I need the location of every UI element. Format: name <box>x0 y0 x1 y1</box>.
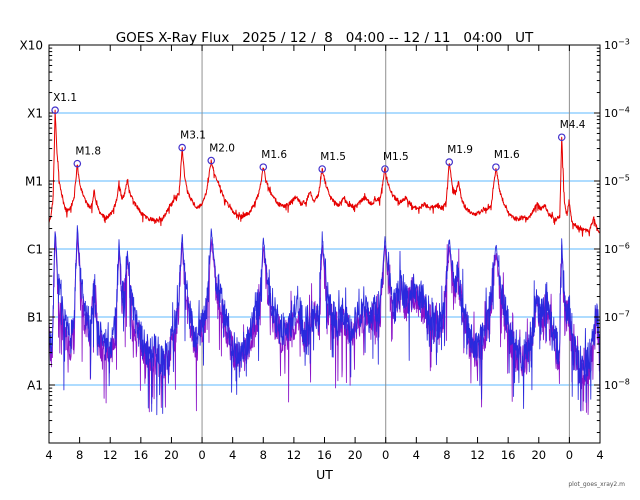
series-xray-long-0.1-0.8nm <box>49 109 600 237</box>
data-series <box>49 109 600 416</box>
flare-marker <box>51 106 59 114</box>
x-tick-label: 12 <box>470 448 485 462</box>
grid-lines <box>49 45 600 443</box>
left-axis-label: B1 <box>27 311 43 325</box>
flare-marker <box>381 165 389 173</box>
flare-label: M2.0 <box>209 143 235 155</box>
x-tick-label: 8 <box>443 448 450 462</box>
x-tick-label: 16 <box>134 448 149 462</box>
flare-label: M1.9 <box>447 144 473 156</box>
right-axis-label: 10−3 <box>604 38 630 53</box>
flare-marker <box>445 158 454 166</box>
right-axis-label: 10−5 <box>604 174 630 189</box>
flare-label: M1.8 <box>75 146 101 158</box>
right-axis-labels: 10−3 10−4 10−5 10−6 10−7 10−8 <box>604 38 630 393</box>
chart-title: GOES X-Ray Flux 2025 / 12 / 8 04:00 -- 1… <box>115 30 534 46</box>
plot-frame <box>48 44 601 444</box>
x-tick-label: 12 <box>103 448 118 462</box>
x-tick-label: 16 <box>317 448 332 462</box>
x-tick-label: 16 <box>501 448 516 462</box>
x-tick-label: 4 <box>45 448 52 462</box>
flare-marker <box>557 133 566 142</box>
x-axis-title: UT <box>316 467 333 482</box>
x-tick-label: 4 <box>413 448 420 462</box>
right-axis-label: 10−6 <box>604 242 630 257</box>
x-tick-label: 20 <box>531 448 546 462</box>
x-tick-label: 4 <box>596 448 603 462</box>
left-axis-label: X1 <box>27 107 43 121</box>
x-tick-labels: 4 8 12 16 20 0 4 8 12 16 20 0 4 8 12 16 20 0 4 <box>45 448 603 462</box>
x-tick-label: 20 <box>164 448 179 462</box>
flare-label: M3.1 <box>180 130 206 142</box>
flare-marker <box>207 156 216 165</box>
flare-marker <box>492 163 500 171</box>
flare-marker <box>178 143 186 152</box>
flare-marker <box>318 165 327 173</box>
flare-marker <box>259 163 268 171</box>
x-tick-label: 0 <box>566 448 573 462</box>
x-tick-label: 8 <box>260 448 267 462</box>
left-axis-label: M1 <box>25 175 43 189</box>
flare-label: M1.6 <box>494 149 520 161</box>
flare-label: M1.5 <box>383 151 409 163</box>
x-tick-label: 8 <box>76 448 83 462</box>
axis-ticks <box>48 45 601 443</box>
x-tick-label: 12 <box>287 448 302 462</box>
flare-label: M1.6 <box>261 149 287 161</box>
x-tick-label: 20 <box>348 448 363 462</box>
right-axis-label: 10−7 <box>604 310 630 325</box>
x-tick-label: 4 <box>229 448 236 462</box>
watermark-label: plot_goes_xray2.m <box>568 481 625 488</box>
left-axis-labels: X10 X1 M1 C1 B1 A1 <box>20 39 44 393</box>
right-axis-label: 10−4 <box>604 106 630 121</box>
flare-label: M1.5 <box>320 151 346 163</box>
left-axis-label: X10 <box>20 39 44 53</box>
right-axis-label: 10−8 <box>604 378 630 393</box>
flare-label: X1.1 <box>53 92 77 104</box>
x-tick-label: 0 <box>198 448 205 462</box>
left-axis-label: A1 <box>27 379 43 393</box>
flare-label: M4.4 <box>560 119 586 131</box>
flare-marker <box>73 159 82 168</box>
x-tick-label: 0 <box>382 448 389 462</box>
series-xray-short-0.05-0.4nm <box>49 225 600 416</box>
left-axis-label: C1 <box>27 243 43 257</box>
flare-annotations: X1.1 M1.8 M3.1M2.0 M1.6 M1.5 M1.5 M1.9 M1.6 M4.4 <box>51 92 586 173</box>
